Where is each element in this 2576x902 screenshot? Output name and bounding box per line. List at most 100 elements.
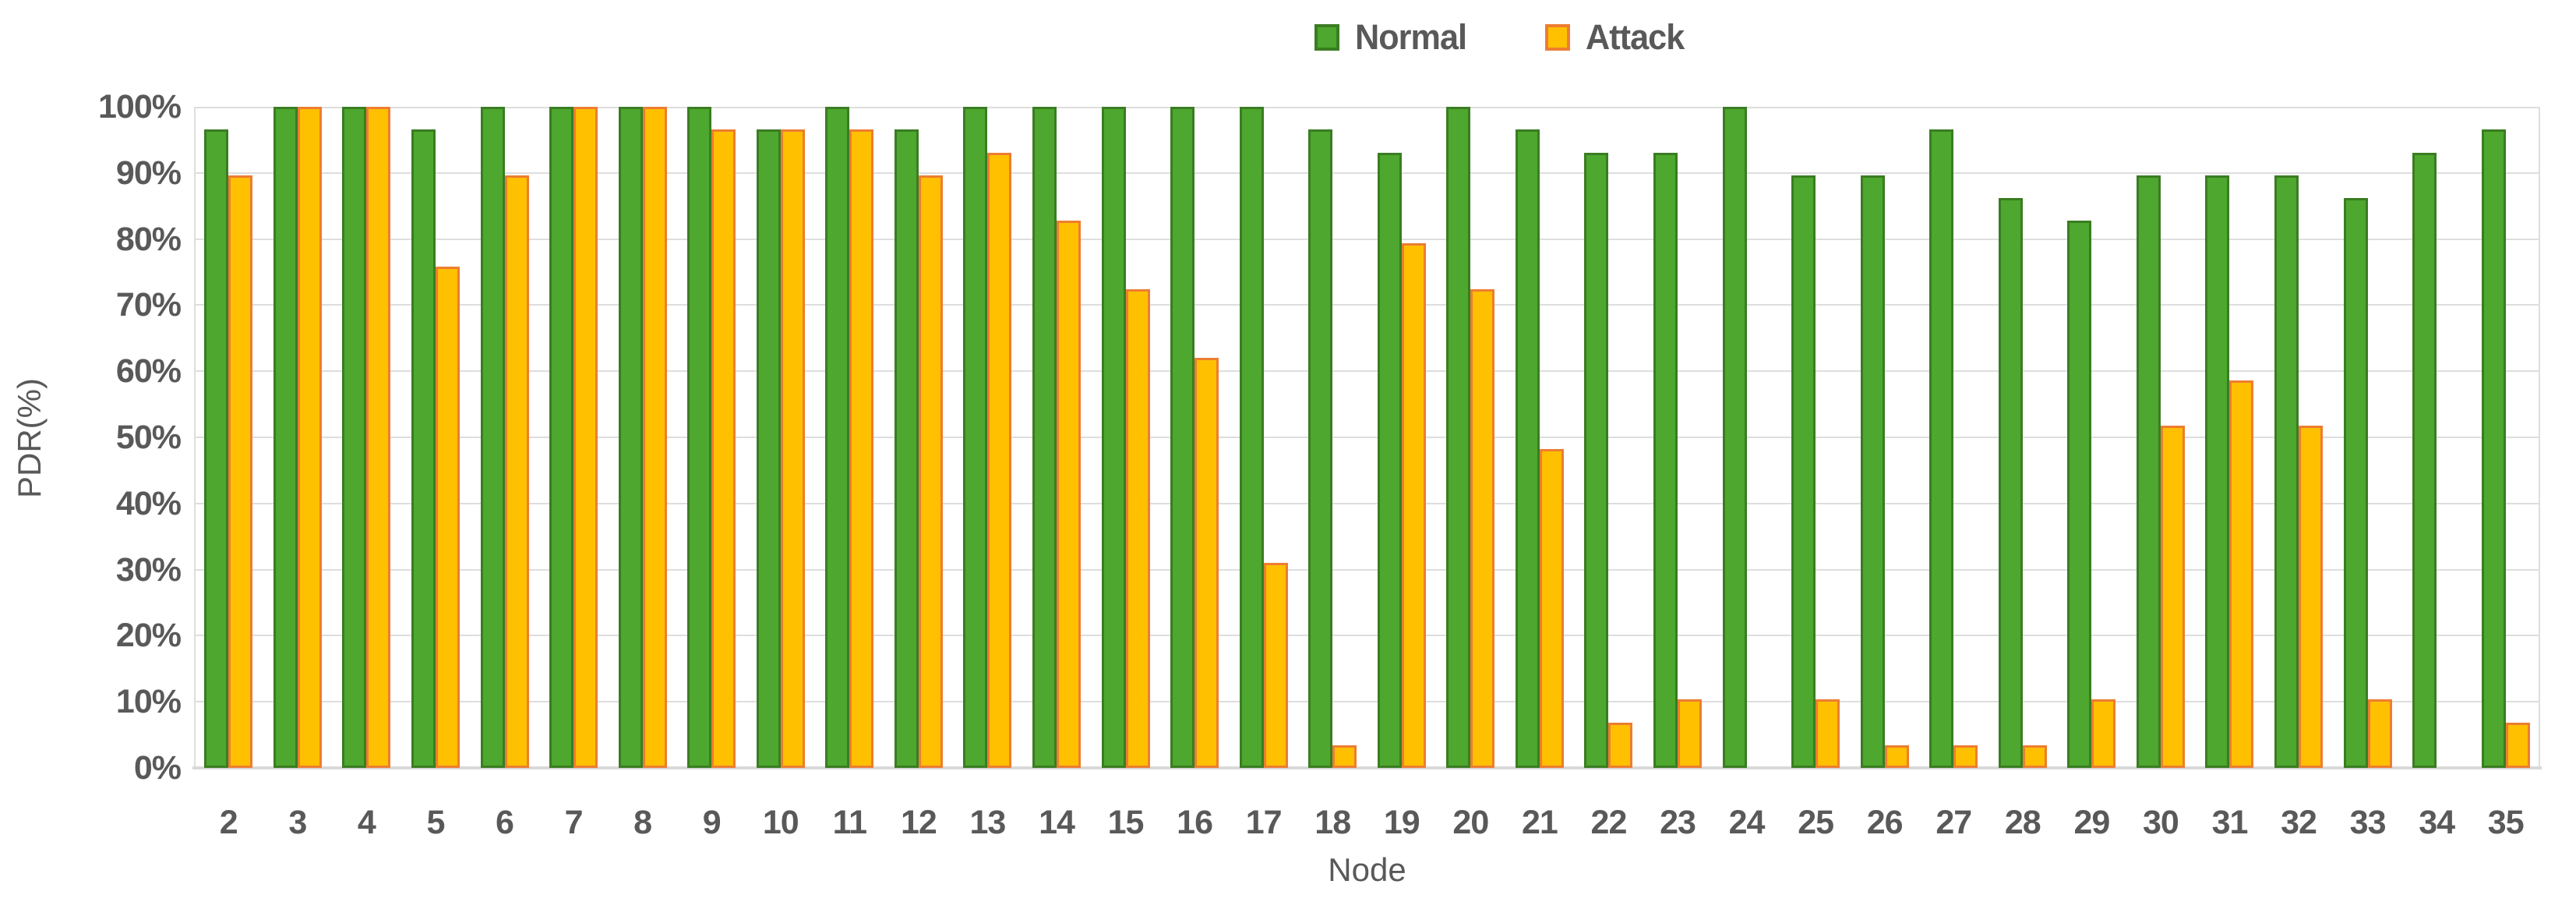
attack-bar-node-7 bbox=[573, 107, 598, 768]
x-tick-label-27: 27 bbox=[1936, 804, 1972, 841]
normal-bar-node-33 bbox=[2343, 197, 2368, 768]
bar-group-node-31 bbox=[2205, 107, 2254, 768]
x-tick-label-35: 35 bbox=[2487, 804, 2525, 841]
x-tick-label-13: 13 bbox=[969, 804, 1007, 841]
attack-bar-node-12 bbox=[918, 175, 943, 768]
x-tick-label-3: 3 bbox=[288, 804, 307, 841]
bar-group-node-26 bbox=[1860, 107, 1909, 768]
normal-bar-node-23 bbox=[1653, 152, 1678, 768]
attack-bar-node-3 bbox=[297, 107, 322, 768]
x-tick-label-8: 8 bbox=[633, 804, 652, 841]
bar-group-node-3 bbox=[273, 107, 322, 768]
gridline bbox=[194, 635, 2540, 637]
normal-bar-node-13 bbox=[963, 107, 988, 768]
bar-group-node-33 bbox=[2343, 107, 2392, 768]
gridline bbox=[194, 568, 2540, 571]
bar-group-node-10 bbox=[756, 107, 805, 768]
normal-bar-node-8 bbox=[618, 107, 643, 768]
attack-bar-node-20 bbox=[1470, 288, 1495, 768]
plot-border-left bbox=[194, 107, 196, 768]
normal-bar-node-27 bbox=[1929, 129, 1954, 768]
x-tick-label-30: 30 bbox=[2143, 804, 2179, 841]
legend-label-attack: Attack bbox=[1586, 17, 1685, 57]
legend-label-normal: Normal bbox=[1355, 17, 1467, 57]
attack-series-swatch-icon bbox=[1545, 24, 1571, 51]
gridline bbox=[194, 304, 2540, 306]
normal-bar-node-6 bbox=[480, 107, 505, 768]
bar-group-node-21 bbox=[1515, 107, 1564, 768]
x-tick-label-24: 24 bbox=[1728, 804, 1766, 841]
gridline bbox=[194, 238, 2540, 240]
bar-group-node-20 bbox=[1446, 107, 1495, 768]
gridline bbox=[194, 370, 2540, 373]
normal-bar-node-4 bbox=[342, 107, 367, 768]
attack-bar-node-33 bbox=[2367, 699, 2392, 768]
x-tick-label-17: 17 bbox=[1245, 804, 1283, 841]
attack-bar-node-32 bbox=[2299, 426, 2324, 768]
normal-bar-node-25 bbox=[1791, 175, 1816, 768]
bar-group-node-15 bbox=[1101, 107, 1150, 768]
x-tick-label-31: 31 bbox=[2211, 804, 2249, 841]
normal-bar-node-16 bbox=[1170, 107, 1195, 768]
legend-entry-normal: Normal bbox=[1314, 17, 1471, 58]
attack-bar-node-5 bbox=[435, 266, 460, 768]
bar-group-node-11 bbox=[825, 107, 874, 768]
legend: Normal Attack bbox=[1314, 14, 1763, 61]
bar-group-node-34 bbox=[2412, 107, 2461, 768]
normal-bar-node-5 bbox=[411, 129, 436, 768]
gridline bbox=[194, 107, 2540, 108]
plot-border-right bbox=[2539, 107, 2540, 768]
x-tick-label-16: 16 bbox=[1177, 804, 1213, 841]
normal-bar-node-3 bbox=[273, 107, 298, 768]
x-tick-label-25: 25 bbox=[1798, 804, 1834, 841]
normal-bar-node-32 bbox=[2274, 175, 2299, 768]
legend-entry-attack: Attack bbox=[1545, 17, 1689, 58]
y-tick-label-90%: 90% bbox=[115, 154, 182, 192]
x-tick-label-12: 12 bbox=[900, 804, 937, 841]
bar-group-node-29 bbox=[2067, 107, 2116, 768]
normal-bar-node-31 bbox=[2205, 175, 2230, 768]
attack-bar-node-14 bbox=[1056, 221, 1081, 768]
attack-bar-node-15 bbox=[1125, 288, 1150, 768]
x-tick-label-20: 20 bbox=[1452, 804, 1489, 841]
normal-bar-node-18 bbox=[1308, 129, 1333, 768]
normal-bar-node-30 bbox=[2136, 175, 2161, 768]
normal-bar-node-10 bbox=[756, 129, 781, 768]
bar-group-node-8 bbox=[618, 107, 667, 768]
x-tick-label-33: 33 bbox=[2349, 804, 2387, 841]
normal-bar-node-14 bbox=[1032, 107, 1057, 768]
bar-group-node-30 bbox=[2136, 107, 2185, 768]
y-tick-label-30%: 30% bbox=[115, 550, 182, 589]
x-tick-label-5: 5 bbox=[426, 804, 445, 841]
attack-bar-node-11 bbox=[849, 129, 874, 768]
bar-group-node-22 bbox=[1584, 107, 1633, 768]
x-tick-label-11: 11 bbox=[832, 804, 867, 841]
bar-group-node-5 bbox=[411, 107, 460, 768]
y-tick-label-70%: 70% bbox=[115, 286, 182, 324]
normal-bar-node-17 bbox=[1239, 107, 1264, 768]
normal-bar-node-26 bbox=[1860, 175, 1885, 768]
attack-bar-node-26 bbox=[1884, 745, 1909, 768]
x-tick-label-22: 22 bbox=[1590, 804, 1628, 841]
attack-bar-node-31 bbox=[2229, 380, 2254, 768]
bar-group-node-4 bbox=[342, 107, 391, 768]
attack-bar-node-35 bbox=[2505, 722, 2530, 768]
x-tick-label-15: 15 bbox=[1107, 804, 1145, 841]
y-tick-label-80%: 80% bbox=[115, 220, 182, 258]
y-tick-label-0%: 0% bbox=[133, 749, 182, 787]
x-tick-label-9: 9 bbox=[702, 804, 722, 841]
y-tick-label-50%: 50% bbox=[115, 419, 182, 456]
attack-bar-node-22 bbox=[1608, 722, 1633, 768]
attack-bar-node-9 bbox=[711, 129, 736, 768]
attack-bar-node-10 bbox=[780, 129, 805, 768]
normal-bar-node-7 bbox=[549, 107, 574, 768]
attack-bar-node-19 bbox=[1401, 243, 1426, 768]
attack-bar-node-8 bbox=[642, 107, 667, 768]
x-axis-title: Node bbox=[1328, 851, 1406, 888]
x-tick-label-29: 29 bbox=[2073, 804, 2110, 841]
bar-group-node-19 bbox=[1377, 107, 1426, 768]
bar-group-node-2 bbox=[204, 107, 253, 768]
x-tick-label-32: 32 bbox=[2281, 804, 2317, 841]
bar-group-node-18 bbox=[1308, 107, 1357, 768]
